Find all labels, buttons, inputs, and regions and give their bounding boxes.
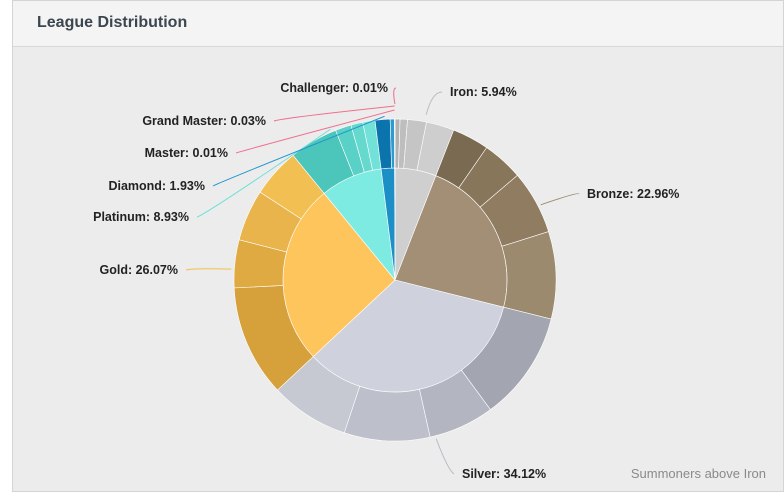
leader-line-gold bbox=[185, 268, 232, 271]
leader-line-platinum bbox=[196, 128, 331, 218]
footnote-text: Summoners above Iron bbox=[631, 466, 766, 481]
data-label-master: Master: 0.01% bbox=[145, 146, 228, 160]
panel-header: League Distribution bbox=[13, 1, 783, 47]
data-label-platinum: Platinum: 8.93% bbox=[93, 210, 189, 224]
leader-line-diamond bbox=[212, 115, 385, 187]
data-label-silver: Silver: 34.12% bbox=[462, 467, 546, 481]
leader-line-silver bbox=[435, 438, 455, 475]
data-label-iron: Iron: 5.94% bbox=[450, 85, 517, 99]
data-label-bronze: Bronze: 22.96% bbox=[587, 187, 679, 201]
data-label-challenger: Challenger: 0.01% bbox=[280, 81, 388, 95]
leader-line-master bbox=[235, 109, 395, 154]
panel-title: League Distribution bbox=[37, 14, 188, 31]
data-label-grand-master: Grand Master: 0.03% bbox=[142, 114, 266, 128]
leader-line-iron bbox=[425, 91, 443, 116]
data-label-diamond: Diamond: 1.93% bbox=[108, 179, 205, 193]
slice-outer-bronze-4[interactable] bbox=[501, 231, 557, 320]
data-label-gold: Gold: 26.07% bbox=[100, 263, 179, 277]
leader-line-challenger bbox=[393, 87, 397, 105]
leader-line-bronze bbox=[540, 193, 580, 206]
leader-line-grand-master bbox=[273, 105, 395, 122]
